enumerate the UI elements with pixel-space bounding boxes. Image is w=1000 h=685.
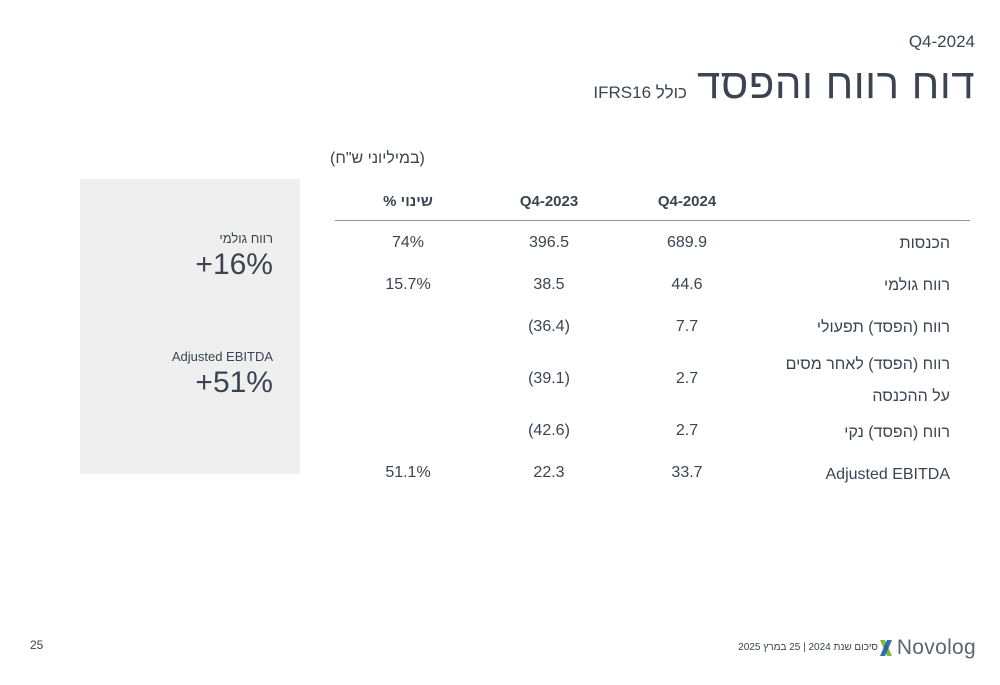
unit-label: (במיליוני ש"ח) (330, 150, 425, 167)
title-block: דוח רווח והפסד כולל IFRS16 (593, 60, 975, 108)
highlight-value: +51% (195, 366, 273, 399)
col-header-q4-2023: Q4-2023 (519, 193, 579, 210)
page-title: דוח רווח והפסד (696, 60, 975, 107)
cell-q4-2023: (36.4) (528, 318, 570, 335)
cell-q4-2024: 2.7 (675, 370, 699, 387)
page-subtitle: כולל IFRS16 (593, 83, 687, 102)
cell-q4-2024: 33.7 (671, 464, 703, 481)
cell-q4-2024: 2.7 (675, 422, 699, 439)
row-label-ebitda: Adjusted EBITDA (825, 466, 951, 483)
cell-q4-2024: 7.7 (675, 318, 699, 335)
col-header-q4-2024: Q4-2024 (657, 193, 717, 210)
cell-q4-2023: 396.5 (528, 234, 570, 251)
cell-q4-2023: (39.1) (528, 370, 570, 387)
row-label-revenue: הכנסות (899, 235, 950, 252)
logo-text: Novolog (896, 636, 976, 659)
cell-change: 74% (391, 234, 425, 251)
quarter-label: Q4-2024 (908, 32, 975, 51)
cell-q4-2023: 38.5 (533, 276, 565, 293)
row-label-gross-profit: רווח גולמי (883, 277, 950, 294)
footer-text: סיכום שנת 2024 | 25 במרץ 2025 (738, 642, 878, 653)
highlight-gross-profit: רווח גולמי +16% (195, 231, 273, 282)
highlight-ebitda: Adjusted EBITDA +51% (172, 349, 273, 400)
col-header-change: שינוי % (383, 193, 433, 210)
company-logo: Novolog (879, 636, 976, 660)
cell-q4-2023: (42.6) (528, 422, 570, 439)
cell-q4-2024: 689.9 (666, 234, 708, 251)
highlight-label: Adjusted EBITDA (171, 349, 273, 364)
row-label-operating: רווח (הפסד) תפעולי (816, 319, 950, 336)
cell-q4-2023: 22.3 (533, 464, 565, 481)
header-rule (335, 220, 970, 221)
highlight-label: רווח גולמי (219, 231, 273, 246)
cell-q4-2024: 44.6 (671, 276, 703, 293)
novolog-mark-icon (879, 640, 892, 656)
row-label-after-tax: רווח (הפסד) לאחר מסים על ההכנסה (785, 356, 950, 405)
cell-change: 15.7% (385, 276, 431, 293)
highlight-value: +16% (195, 248, 273, 281)
cell-change: 51.1% (385, 464, 431, 481)
highlights-panel: רווח גולמי +16% Adjusted EBITDA +51% (80, 179, 300, 474)
row-label-net: רווח (הפסד) נקי (844, 424, 950, 441)
page-number: 25 (30, 638, 44, 652)
